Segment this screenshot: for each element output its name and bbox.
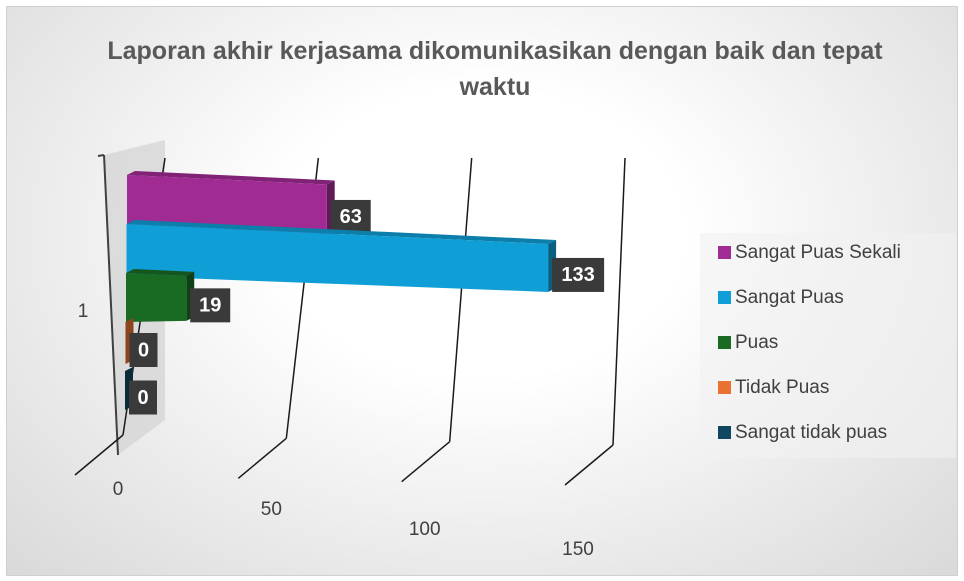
tick-mark xyxy=(74,434,124,476)
data-label-box xyxy=(129,380,157,415)
bar xyxy=(126,224,549,292)
data-label-box xyxy=(129,333,158,367)
bar xyxy=(127,175,327,236)
y-axis-cap xyxy=(97,154,105,157)
legend-label: Sangat tidak puas xyxy=(735,422,887,443)
x-tick-label: 50 xyxy=(261,499,282,520)
legend-swatch xyxy=(718,246,731,259)
data-label: 0 xyxy=(138,339,149,361)
legend-label: Tidak Puas xyxy=(735,377,829,398)
x-tick-label: 100 xyxy=(409,519,441,540)
tick-mark xyxy=(237,437,287,479)
bar xyxy=(126,273,187,322)
bar-top xyxy=(126,220,557,244)
data-label: 19 xyxy=(199,295,221,317)
legend-label: Sangat Puas Sekali xyxy=(735,242,901,263)
tick-mark xyxy=(401,441,451,483)
grid-line xyxy=(612,157,626,446)
x-tick-label: 150 xyxy=(562,539,594,560)
legend-swatch xyxy=(718,426,731,439)
legend-swatch xyxy=(718,336,731,349)
legend-label: Sangat Puas xyxy=(735,287,844,308)
grid-line xyxy=(448,157,473,442)
data-label-box xyxy=(330,199,371,234)
chart-title: Laporan akhir kerjasama dikomunikasikan … xyxy=(107,37,883,101)
x-tick-label: 0 xyxy=(113,479,124,500)
legend-box xyxy=(700,233,956,458)
data-label: 133 xyxy=(561,264,594,286)
bar-top xyxy=(126,269,195,276)
legend-swatch xyxy=(718,291,731,304)
y-tick-label: 1 xyxy=(78,301,89,322)
bar-top xyxy=(127,171,335,185)
data-label-box xyxy=(190,288,231,323)
data-label-box xyxy=(552,257,605,292)
data-label: 0 xyxy=(137,387,148,409)
legend-label: Puas xyxy=(735,332,778,353)
legend-swatch xyxy=(718,381,731,394)
y-axis xyxy=(103,154,119,456)
tick-mark xyxy=(564,444,614,486)
data-label: 63 xyxy=(340,206,362,228)
